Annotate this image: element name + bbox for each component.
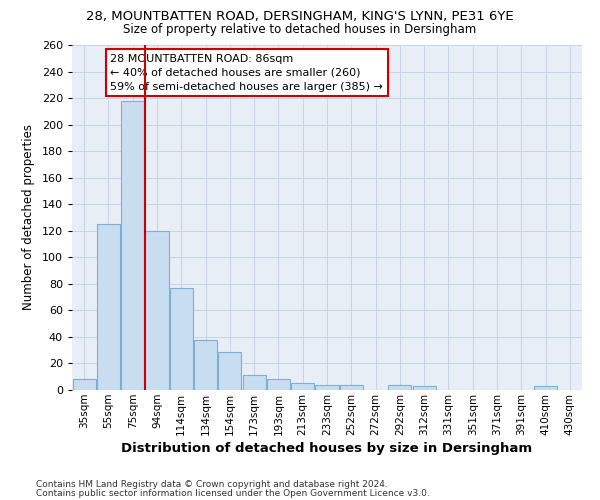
Bar [267,380,290,390]
Bar [340,384,363,390]
Bar [73,380,95,390]
Bar [534,386,557,390]
Text: Contains HM Land Registry data © Crown copyright and database right 2024.: Contains HM Land Registry data © Crown c… [36,480,388,489]
Bar [413,386,436,390]
Text: 28, MOUNTBATTEN ROAD, DERSINGHAM, KING'S LYNN, PE31 6YE: 28, MOUNTBATTEN ROAD, DERSINGHAM, KING'S… [86,10,514,23]
Bar [194,340,217,390]
Text: 28 MOUNTBATTEN ROAD: 86sqm
← 40% of detached houses are smaller (260)
59% of sem: 28 MOUNTBATTEN ROAD: 86sqm ← 40% of deta… [110,54,383,92]
Bar [97,224,120,390]
Bar [121,100,144,390]
Bar [242,376,266,390]
Bar [170,288,193,390]
Bar [145,231,169,390]
Text: Contains public sector information licensed under the Open Government Licence v3: Contains public sector information licen… [36,488,430,498]
Y-axis label: Number of detached properties: Number of detached properties [22,124,35,310]
Bar [218,352,241,390]
Bar [291,384,314,390]
Bar [316,384,338,390]
Bar [388,384,412,390]
Text: Size of property relative to detached houses in Dersingham: Size of property relative to detached ho… [124,22,476,36]
X-axis label: Distribution of detached houses by size in Dersingham: Distribution of detached houses by size … [121,442,533,455]
